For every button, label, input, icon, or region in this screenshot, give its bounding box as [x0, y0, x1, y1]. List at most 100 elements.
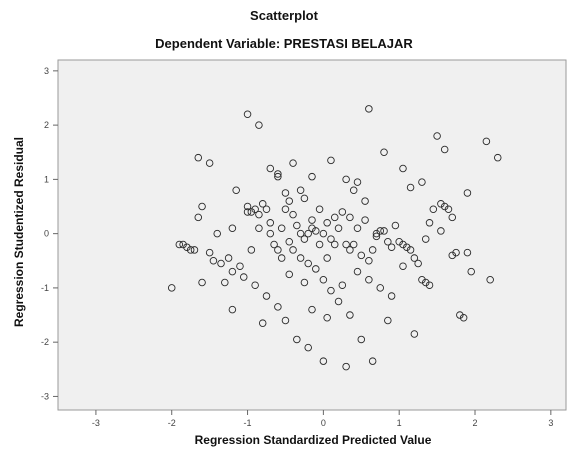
data-point: [399, 262, 407, 270]
data-point: [198, 278, 206, 287]
data-point: [330, 240, 339, 249]
data-point: [308, 216, 316, 224]
data-point: [300, 194, 309, 203]
data-point: [357, 251, 366, 260]
x-tick-label: 3: [548, 418, 553, 428]
y-tick-label: 3: [44, 66, 49, 76]
data-point: [414, 259, 422, 268]
data-point: [266, 219, 275, 227]
data-point: [327, 156, 335, 165]
y-tick-label: -2: [41, 337, 49, 347]
data-point: [255, 210, 263, 219]
data-point: [357, 335, 366, 344]
data-point: [425, 219, 434, 227]
data-point: [289, 246, 297, 254]
data-point: [247, 246, 256, 254]
data-point: [425, 281, 434, 289]
data-point: [406, 183, 415, 192]
data-point: [277, 254, 286, 262]
data-point: [456, 311, 464, 319]
data-point: [448, 213, 457, 222]
y-tick-label: -1: [41, 283, 49, 293]
y-tick-label: 2: [44, 120, 49, 130]
data-point: [262, 292, 271, 300]
data-point: [463, 248, 472, 257]
data-point: [482, 137, 491, 146]
data-point: [353, 224, 362, 232]
data-point: [221, 278, 229, 287]
x-tick-label: 2: [473, 418, 478, 428]
data-point: [289, 210, 297, 219]
data-point: [300, 278, 309, 287]
data-point: [194, 213, 203, 222]
data-point: [274, 303, 282, 311]
data-point: [334, 297, 343, 306]
data-point: [494, 153, 502, 162]
data-point: [406, 246, 415, 254]
data-point: [232, 186, 240, 194]
data-point: [387, 243, 396, 251]
y-tick-label: -3: [41, 391, 49, 401]
data-point: [186, 246, 195, 254]
data-point: [262, 205, 271, 213]
data-point: [167, 284, 176, 292]
data-point: [308, 305, 316, 314]
data-point: [418, 178, 426, 186]
data-point: [228, 267, 237, 276]
axes: -3 -2 -1 0 1 2 3 -3 -2 -1 0 1 2 3: [41, 66, 553, 428]
data-point: [281, 189, 290, 197]
data-point: [217, 259, 225, 268]
data-point: [365, 257, 373, 265]
data-point: [277, 224, 286, 232]
data-point: [304, 343, 312, 352]
x-axis-label: Regression Standardized Predicted Value: [194, 433, 432, 447]
data-point: [236, 262, 244, 270]
data-point: [437, 200, 445, 208]
data-point: [213, 229, 221, 238]
data-point: [387, 292, 396, 300]
data-point: [304, 229, 312, 238]
data-point: [319, 357, 328, 365]
data-points: [167, 105, 502, 371]
data-point: [361, 197, 369, 205]
data-point: [243, 202, 252, 211]
data-point: [376, 227, 384, 235]
data-point: [421, 235, 430, 243]
data-point: [296, 186, 305, 194]
data-point: [258, 200, 267, 208]
data-point: [300, 235, 309, 243]
data-point: [243, 208, 252, 216]
data-point: [304, 259, 312, 268]
data-point: [274, 172, 282, 181]
data-point: [228, 224, 237, 232]
data-point: [391, 221, 400, 230]
data-point: [319, 229, 328, 238]
data-point: [349, 240, 358, 249]
data-point: [395, 238, 403, 246]
data-point: [274, 170, 282, 178]
data-point: [209, 257, 218, 265]
data-point: [421, 278, 430, 287]
y-axis-label: Regression Studentized Residual: [12, 136, 26, 328]
data-point: [293, 335, 301, 344]
data-point: [274, 246, 282, 254]
y-tick-label: 0: [44, 229, 49, 239]
data-point: [440, 202, 449, 211]
data-point: [247, 208, 256, 216]
data-point: [205, 159, 214, 167]
data-point: [194, 153, 203, 162]
data-point: [376, 284, 384, 292]
data-point: [410, 330, 419, 338]
data-point: [258, 319, 267, 327]
data-point: [452, 248, 460, 257]
data-point: [179, 240, 187, 249]
data-point: [463, 189, 472, 197]
chart-title: Scatterplot: [250, 8, 318, 23]
data-point: [190, 246, 199, 254]
data-point: [183, 243, 191, 251]
data-point: [380, 227, 388, 235]
data-point: [372, 229, 381, 238]
data-point: [285, 197, 294, 205]
